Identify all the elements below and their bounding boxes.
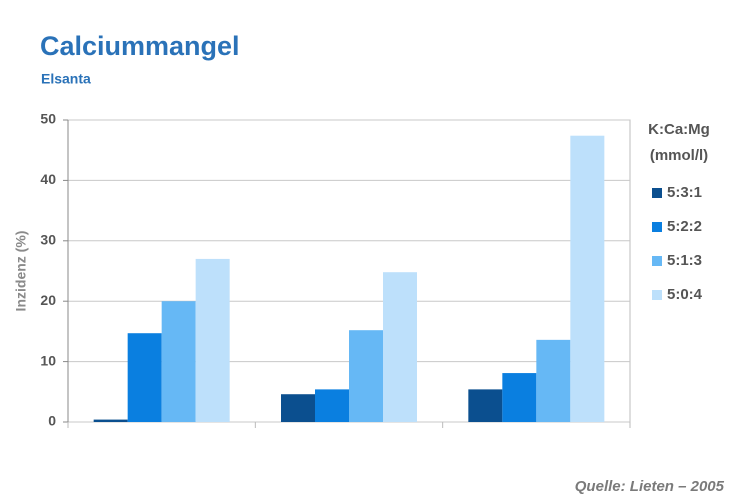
legend-title: (mmol/l) [650,147,708,164]
bar [502,373,537,422]
y-tick-label: 0 [48,413,56,429]
legend-swatch [652,290,662,300]
legend-label: 5:0:4 [667,286,703,303]
chart-title: Calciummangel [40,31,240,61]
bar [127,333,162,422]
bar [468,389,503,422]
y-tick-label: 50 [40,111,56,127]
bar [315,389,349,422]
legend-label: 5:3:1 [667,184,702,201]
bar [93,419,128,422]
legend-swatch [652,222,662,232]
bar [195,258,230,422]
chart-subtitle: Elsanta [41,71,91,87]
bar [281,394,315,422]
y-tick-label: 30 [40,232,56,248]
legend-title: K:Ca:Mg [648,121,710,138]
source-note: Quelle: Lieten – 2005 [575,478,725,495]
legend-label: 5:2:2 [667,218,702,235]
legend-swatch [652,256,662,266]
bar [161,301,196,422]
y-axis-label: Inzidenz (%) [13,231,29,312]
y-tick-label: 10 [40,352,56,368]
bar [349,330,383,422]
legend-swatch [652,188,662,198]
bar [536,339,571,422]
bar [383,272,417,422]
bar [570,135,605,423]
y-tick-label: 40 [40,171,56,187]
y-tick-label: 20 [40,292,56,308]
legend-label: 5:1:3 [667,252,702,269]
